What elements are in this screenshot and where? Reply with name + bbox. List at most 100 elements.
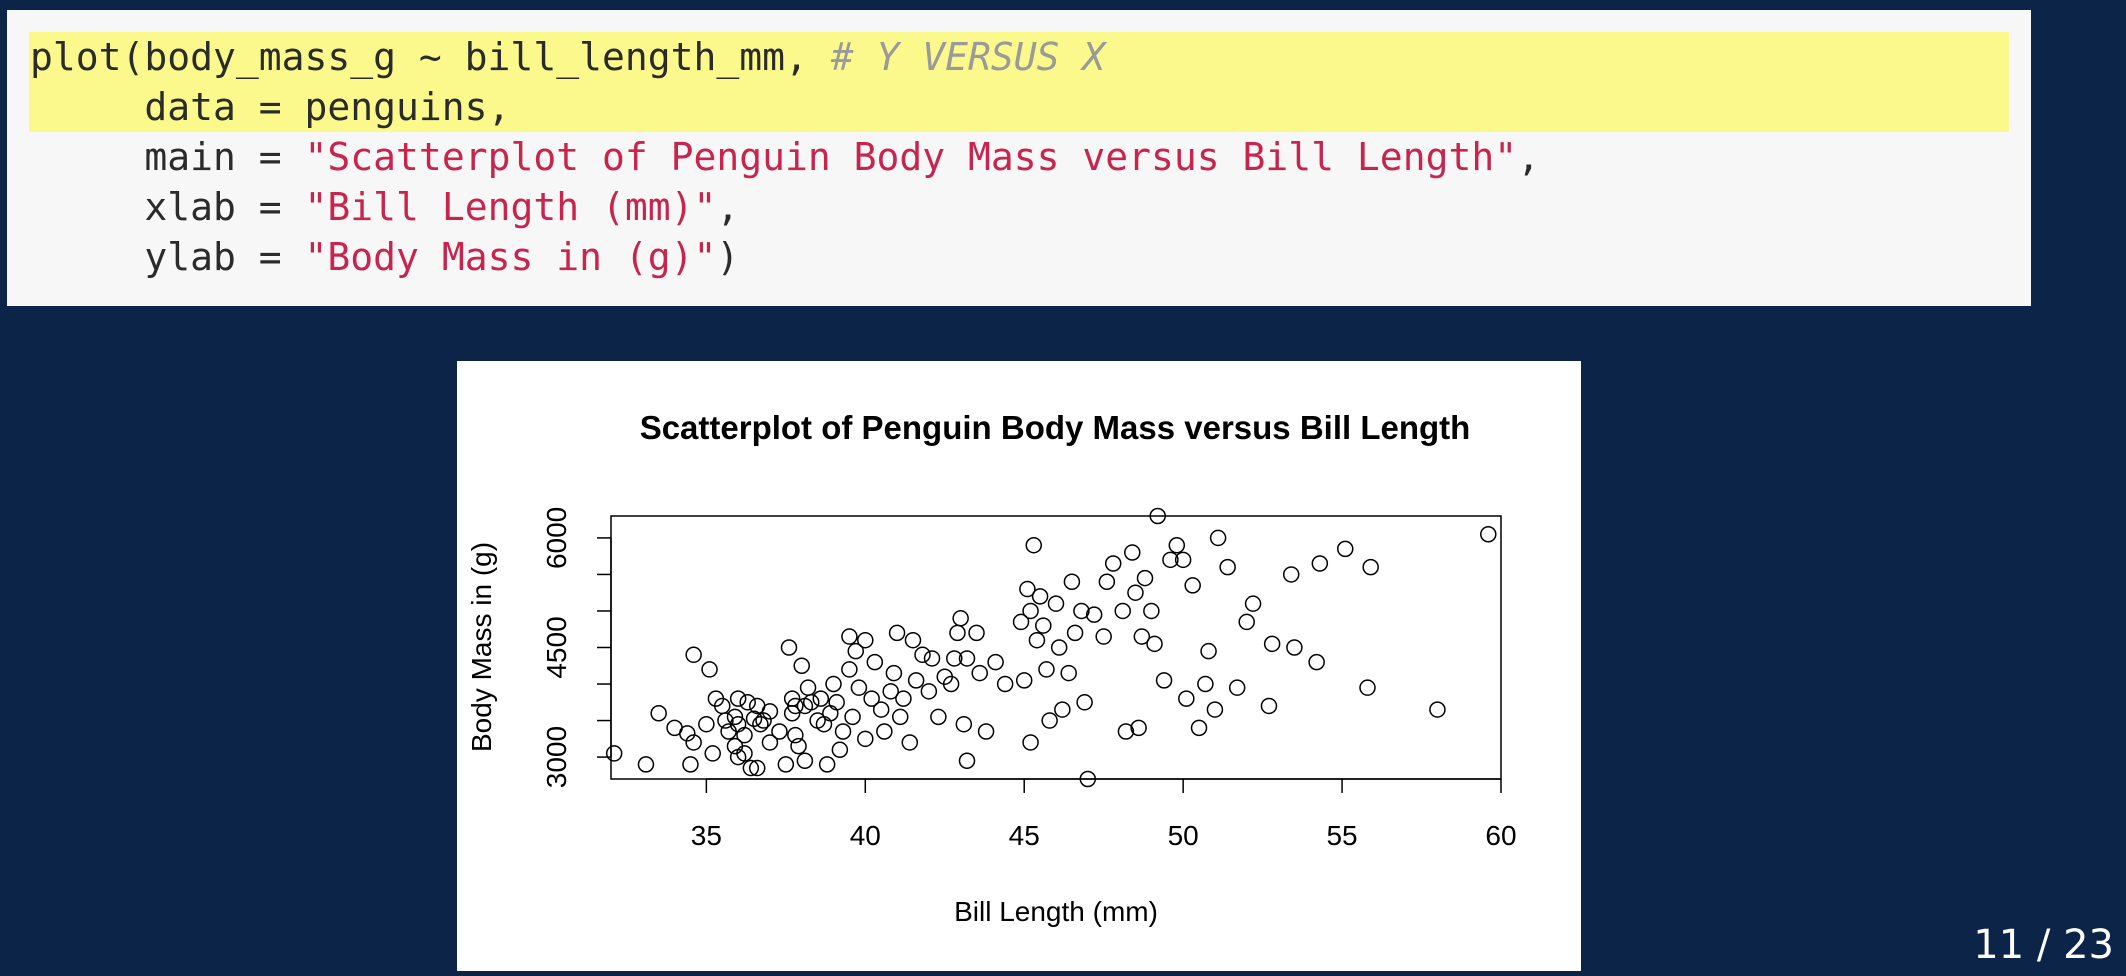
data-point — [1098, 573, 1116, 590]
data-point — [923, 650, 941, 667]
code-text: ) — [716, 235, 740, 279]
code-line: ylab = "Body Mass in (g)") — [30, 232, 739, 282]
data-point — [1022, 734, 1039, 751]
data-point — [977, 723, 995, 740]
data-point — [1480, 526, 1497, 543]
code-text: , — [716, 185, 740, 229]
data-point — [1085, 606, 1103, 623]
data-point — [1168, 536, 1186, 554]
data-point — [717, 712, 734, 729]
data-point — [946, 650, 963, 667]
data-point — [1063, 573, 1081, 590]
data-point — [803, 694, 820, 711]
data-point — [901, 734, 919, 751]
data-points — [605, 507, 1497, 788]
data-point — [904, 631, 922, 649]
data-point — [1190, 719, 1208, 737]
data-point — [1127, 584, 1144, 601]
code-string: "Bill Length (mm)" — [304, 185, 717, 229]
data-point — [1022, 602, 1039, 620]
data-point — [777, 756, 795, 773]
data-point — [796, 752, 814, 769]
data-point — [729, 690, 747, 707]
data-point — [847, 642, 864, 660]
data-point — [1025, 536, 1042, 554]
data-point — [841, 628, 858, 645]
data-point — [885, 664, 903, 682]
code-block: plot(body_mass_g ~ bill_length_mm, # Y V… — [7, 10, 2031, 306]
data-point — [818, 756, 836, 773]
code-text: main = — [30, 135, 305, 179]
data-point — [1359, 679, 1376, 696]
data-point — [1019, 580, 1036, 598]
code-line: data = penguins, — [30, 82, 510, 132]
data-point — [720, 723, 737, 740]
data-point — [605, 745, 623, 762]
slide-counter: 11 / 23 — [1973, 922, 2114, 968]
data-point — [736, 745, 753, 762]
data-point — [949, 624, 966, 642]
code-text: data = penguins, — [30, 85, 511, 129]
data-point — [1209, 529, 1227, 547]
data-point — [742, 759, 760, 777]
data-point — [1047, 595, 1065, 612]
code-highlight — [29, 32, 2009, 132]
data-point — [1073, 602, 1090, 620]
data-point — [1133, 628, 1151, 645]
data-point — [857, 631, 874, 649]
data-point — [1066, 624, 1084, 642]
data-point — [1362, 558, 1379, 576]
data-point — [1244, 595, 1262, 612]
data-point — [1178, 690, 1195, 707]
data-point — [736, 726, 753, 744]
data-point — [1012, 613, 1030, 631]
data-point — [958, 752, 976, 769]
data-point — [1114, 602, 1131, 620]
data-point — [942, 675, 960, 693]
data-point — [1260, 697, 1278, 715]
code-line: xlab = "Bill Length (mm)", — [30, 182, 739, 232]
code-text: xlab = — [30, 185, 305, 229]
data-point — [872, 701, 890, 718]
y-axis-label: Body Mass in (g) — [466, 542, 497, 752]
data-point — [1031, 588, 1049, 605]
x-tick-label: 40 — [850, 820, 881, 851]
x-tick-label: 35 — [691, 820, 722, 851]
data-point — [987, 653, 1004, 671]
data-point — [1311, 555, 1329, 572]
data-point — [876, 723, 893, 740]
x-axis-label: Bill Length (mm) — [954, 896, 1158, 927]
data-point — [1219, 558, 1236, 576]
data-point — [799, 679, 817, 696]
data-point — [1124, 544, 1141, 561]
data-point — [1162, 551, 1179, 569]
code-comment: # Y VERSUS X — [830, 35, 1106, 79]
data-point — [685, 734, 702, 751]
data-point — [1050, 639, 1068, 656]
data-point — [882, 683, 899, 700]
data-point — [914, 646, 931, 664]
data-point — [1146, 635, 1163, 653]
data-point — [771, 723, 788, 740]
data-point — [761, 703, 779, 720]
code-line: main = "Scatterplot of Penguin Body Mass… — [30, 132, 1540, 182]
data-point — [1228, 679, 1246, 696]
data-point — [1028, 631, 1046, 649]
data-point — [825, 675, 842, 693]
data-point — [1104, 555, 1122, 572]
data-point — [783, 705, 801, 722]
data-point — [888, 624, 906, 642]
data-point — [1117, 723, 1135, 740]
data-point — [844, 708, 861, 726]
y-tick-label: 3000 — [541, 726, 572, 788]
data-point — [996, 675, 1014, 693]
data-point — [1184, 577, 1201, 594]
data-point — [1429, 701, 1446, 718]
chart-title: Scatterplot of Penguin Body Mass versus … — [640, 409, 1471, 446]
data-point — [1200, 642, 1217, 660]
data-point — [685, 646, 702, 664]
data-point — [793, 657, 810, 675]
data-point — [812, 690, 830, 707]
data-point — [822, 705, 839, 722]
y-axis: 3000 4500 6000 — [541, 507, 612, 788]
